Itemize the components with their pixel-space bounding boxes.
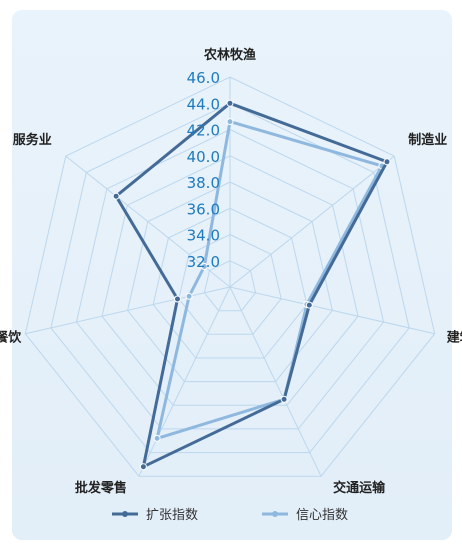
- data-point: [185, 292, 193, 300]
- legend-label: 扩张指数: [146, 508, 198, 523]
- series-line: [114, 101, 389, 469]
- category-label: 批发零售: [75, 480, 127, 496]
- data-point: [305, 301, 313, 309]
- tick-label: 36.0: [187, 200, 220, 218]
- radar-series: [112, 99, 391, 471]
- category-label: 交通运输: [333, 480, 386, 496]
- grid-ring: [152, 207, 308, 359]
- category-labels: 农林牧渔制造业建筑业交通运输 批发零售 住宿餐饮 服务业: [0, 47, 462, 496]
- data-point: [280, 395, 288, 403]
- chart-panel: [12, 10, 452, 540]
- data-point: [226, 99, 234, 107]
- category-label: 建筑业: [447, 330, 462, 346]
- data-point: [383, 158, 391, 166]
- tick-label: 44.0: [187, 95, 220, 113]
- tick-label: 42.0: [187, 122, 220, 140]
- tick-label: 32.0: [187, 253, 220, 271]
- data-point: [112, 192, 120, 200]
- category-label: 服务业: [13, 132, 52, 148]
- grid-ring: [101, 155, 359, 406]
- grid-ring: [127, 181, 333, 383]
- category-label: 住宿餐饮: [0, 330, 22, 346]
- grid-ring: [50, 102, 410, 454]
- grid-spoke: [229, 286, 322, 477]
- radar-grid: [24, 76, 436, 477]
- grid-ring: [178, 233, 282, 335]
- data-point: [200, 263, 208, 270]
- radial-tick-labels: 32.0 34.0 36.0 38.0 40.0 42.0 44.0 46.0: [187, 69, 220, 271]
- category-label: 农林牧渔: [203, 47, 256, 63]
- grid-spoke: [138, 286, 231, 477]
- data-point: [139, 463, 147, 471]
- data-point: [174, 295, 181, 303]
- tick-label: 38.0: [187, 174, 220, 192]
- legend-swatch-marker: [272, 511, 278, 517]
- grid-spoke: [229, 286, 435, 335]
- legend: 扩张指数 信心指数: [112, 508, 348, 523]
- grid-spoke: [229, 155, 395, 288]
- grid-ring: [24, 76, 436, 477]
- legend-label: 信心指数: [296, 508, 348, 523]
- grid-spoke: [25, 286, 231, 335]
- tick-label: 46.0: [187, 69, 220, 87]
- legend-swatch-marker: [122, 511, 128, 517]
- grid-ring: [203, 260, 257, 312]
- data-point: [153, 434, 161, 442]
- series-line: [155, 120, 384, 440]
- category-label: 制造业: [408, 132, 447, 148]
- tick-label: 40.0: [187, 148, 220, 166]
- tick-label: 34.0: [187, 227, 220, 245]
- data-point: [226, 118, 234, 126]
